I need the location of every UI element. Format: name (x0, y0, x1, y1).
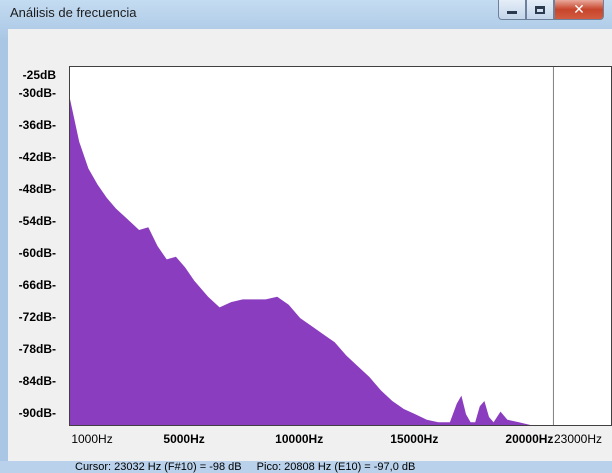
x-tick-label: 23000Hz (553, 432, 603, 446)
minimize-button[interactable] (498, 0, 526, 20)
y-tick-label: -84dB- (18, 374, 56, 389)
y-tick-label: -78dB- (18, 342, 56, 357)
maximize-icon (535, 5, 545, 14)
maximize-button[interactable] (526, 0, 554, 20)
y-tick-label: -30dB- (18, 85, 56, 100)
window-title: Análisis de frecuencia (10, 5, 137, 20)
peak-readout: Pico: 20808 Hz (E10) = -97,0 dB (256, 461, 416, 473)
status-line: Cursor: 23032 Hz (F#10) = -98 dB Pico: 2… (75, 461, 415, 473)
x-tick-label: 15000Hz (390, 432, 439, 446)
y-tick-label: -66dB- (18, 278, 56, 293)
title-bar[interactable]: Análisis de frecuencia ✕ (0, 0, 612, 28)
y-tick-label: -90dB- (18, 406, 56, 421)
spectrum-area (70, 99, 531, 425)
minimize-icon (507, 11, 517, 14)
x-tick-label: 1000Hz (71, 432, 113, 446)
y-tick-label: -42dB- (18, 149, 56, 164)
x-tick-label: 10000Hz (275, 432, 324, 446)
y-tick-label: -25dB (22, 68, 56, 82)
close-button[interactable]: ✕ (554, 0, 604, 20)
y-tick-label: -54dB- (18, 213, 56, 228)
spectrum-plot[interactable] (69, 66, 612, 426)
cursor-readout: Cursor: 23032 Hz (F#10) = -98 dB (75, 461, 242, 473)
y-tick-label: -36dB- (18, 117, 56, 132)
window-client-area: -25dB -30dB- -36dB- -42dB- -48dB- -54dB- -60dB… (8, 29, 612, 473)
spectrum-svg (70, 67, 554, 425)
x-tick-label: 20000Hz (505, 432, 554, 446)
x-tick-label: 5000Hz (163, 432, 205, 446)
y-tick-label: -48dB- (18, 181, 56, 196)
close-icon: ✕ (573, 1, 585, 18)
y-tick-label: -72dB- (18, 310, 56, 325)
y-tick-label: -60dB- (18, 246, 56, 260)
